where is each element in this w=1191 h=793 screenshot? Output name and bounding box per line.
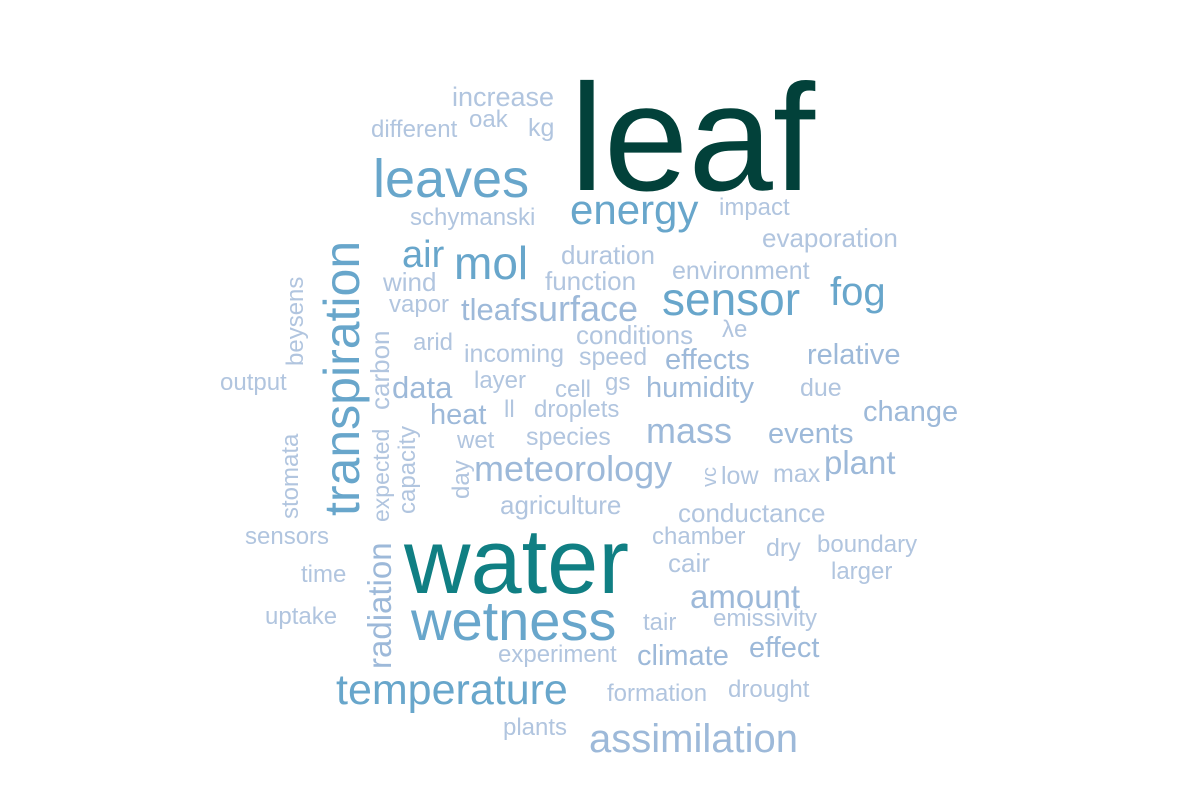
word-experiment: experiment <box>498 641 617 668</box>
word-climate: climate <box>637 640 729 672</box>
word-cell: cell <box>555 376 592 403</box>
word-air: air <box>402 234 445 276</box>
word-boundary: boundary <box>817 531 918 558</box>
word-impact: impact <box>719 194 790 221</box>
word-leaves: leaves <box>373 149 530 209</box>
word-incoming: incoming <box>464 340 565 368</box>
word-evaporation: evaporation <box>762 223 898 253</box>
word-chamber: chamber <box>652 523 746 550</box>
word-vapor: vapor <box>389 291 450 318</box>
word-layer: layer <box>474 367 527 394</box>
word-arid: arid <box>413 329 454 356</box>
word-change: change <box>863 396 959 428</box>
word-effects: effects <box>665 344 750 376</box>
word-wind: wind <box>383 267 437 297</box>
word-speed: speed <box>579 343 648 371</box>
word-drought: drought <box>728 676 810 703</box>
word-effect: effect <box>749 632 820 664</box>
word-max: max <box>773 460 821 488</box>
word-environment: environment <box>672 257 810 285</box>
word-data: data <box>392 370 453 405</box>
word-wetness: wetness <box>411 589 617 652</box>
word-humidity: humidity <box>646 372 754 404</box>
word-kg: kg <box>528 114 555 142</box>
word-surface: surface <box>520 288 639 329</box>
word-water: water <box>404 511 629 613</box>
word-capacity: capacity <box>394 425 421 514</box>
word-uptake: uptake <box>265 603 338 630</box>
word-meteorology: meteorology <box>474 448 673 489</box>
word-conductance: conductance <box>678 498 826 528</box>
word-tleaf: tleaf <box>461 292 520 327</box>
word-beysens: beysens <box>282 276 309 366</box>
word-stomata: stomata <box>277 433 304 519</box>
word-wet: wet <box>457 427 495 454</box>
word-vc: vc <box>699 467 721 487</box>
word-time: time <box>301 561 347 588</box>
word-species: species <box>526 423 611 451</box>
word-expected: expected <box>368 428 394 522</box>
word-agriculture: agriculture <box>500 490 622 520</box>
word-fog: fog <box>830 270 886 314</box>
word-duration: duration <box>561 240 655 270</box>
word-cair: cair <box>668 548 710 578</box>
word-tair: tair <box>643 609 677 636</box>
word-energy: energy <box>570 186 699 233</box>
word-day: day <box>448 460 475 499</box>
word-ll: ll <box>504 396 515 423</box>
word-due: due <box>800 374 842 402</box>
word-events: events <box>768 418 854 450</box>
word-low: low <box>721 462 759 490</box>
word-larger: larger <box>831 558 893 585</box>
word-relative: relative <box>807 339 901 371</box>
word-amount: amount <box>690 578 801 615</box>
word-function: function <box>545 266 637 296</box>
word-different: different <box>371 116 458 143</box>
word-leaf: leaf <box>570 53 816 223</box>
word-dry: dry <box>766 534 801 562</box>
word-droplets: droplets <box>534 396 620 423</box>
word-heat: heat <box>430 399 487 431</box>
word-mol: mol <box>454 237 529 289</box>
word-formation: formation <box>607 680 708 707</box>
word-transpiration: transpiration <box>314 240 370 516</box>
word-emissivity: emissivity <box>713 605 818 632</box>
word-carbon: carbon <box>365 330 395 411</box>
word-plants: plants <box>503 714 568 741</box>
word-temperature: temperature <box>336 666 568 714</box>
word-output: output <box>220 369 287 396</box>
word-conditions: conditions <box>576 320 694 350</box>
word-oak: oak <box>469 106 508 133</box>
word-increase: increase <box>452 82 555 112</box>
word-plant: plant <box>824 444 896 481</box>
word-sensors: sensors <box>245 523 330 550</box>
word-lambda-e: λe <box>722 316 748 343</box>
word-radiation: radiation <box>361 542 398 669</box>
word-gs: gs <box>605 369 631 396</box>
word-schymanski: schymanski <box>410 204 536 231</box>
word-mass: mass <box>646 410 733 451</box>
word-assimilation: assimilation <box>589 717 798 761</box>
word-sensor: sensor <box>662 273 801 325</box>
